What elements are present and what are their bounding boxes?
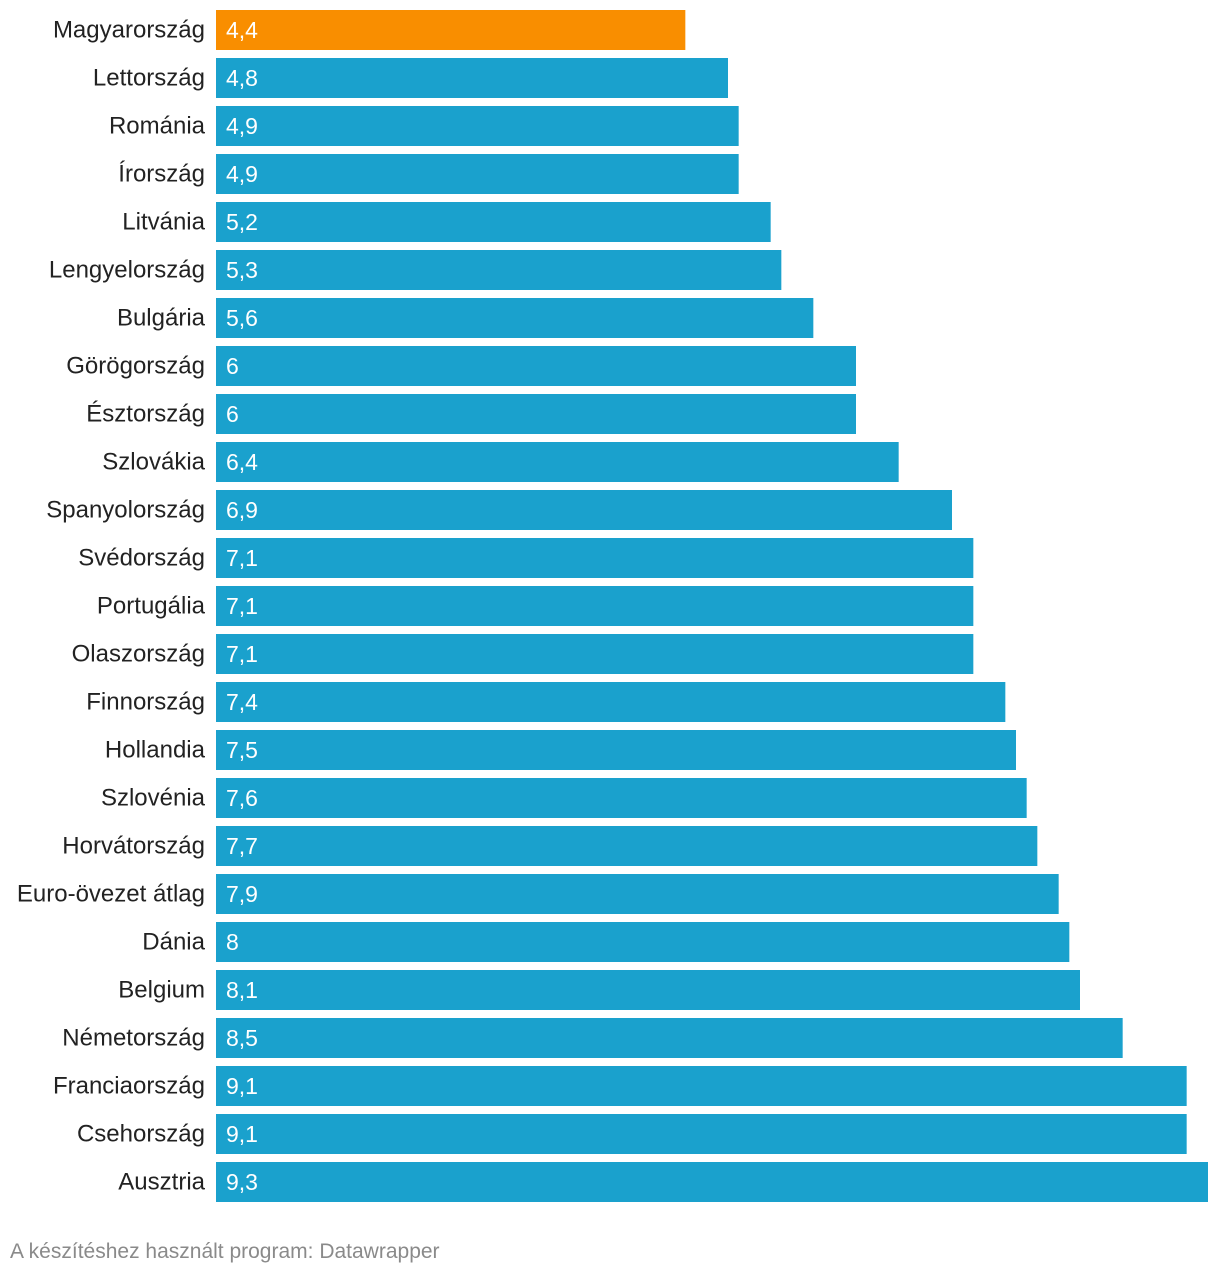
bar-gorogorszag (216, 346, 856, 386)
value-label-szlovenia: 7,6 (226, 785, 258, 811)
category-label-spanyolorszag: Spanyolország (46, 497, 205, 524)
category-label-szlovakia: Szlovákia (102, 449, 205, 476)
bar-chart: Magyarország 4,4 Lettország 4,8 Románia 4,9 Ír… (17, 10, 1208, 1202)
category-label-magyarorszag: Magyarország (53, 17, 205, 44)
value-label-romania: 4,9 (226, 113, 258, 139)
bar-spanyolorszag (216, 490, 952, 530)
category-label-litvania: Litvánia (122, 209, 205, 236)
category-label-belgium: Belgium (118, 977, 205, 1004)
value-label-horvatorszag: 7,7 (226, 833, 258, 859)
value-label-gorogorszag: 6 (226, 353, 239, 379)
value-label-dania: 8 (226, 929, 239, 955)
category-label-csehorszag: Csehország (77, 1121, 205, 1148)
category-label-irorszag: Írország (118, 161, 205, 188)
value-label-irorszag: 4,9 (226, 161, 258, 187)
value-label-ausztria: 9,3 (226, 1169, 258, 1195)
category-label-esztorszag: Észtország (86, 401, 205, 428)
value-label-svedorszag: 7,1 (226, 545, 258, 571)
bar-szlovakia (216, 442, 899, 482)
bar-litvania (216, 202, 771, 242)
bar-lettorszag (216, 58, 728, 98)
value-label-esztorszag: 6 (226, 401, 239, 427)
value-label-litvania: 5,2 (226, 209, 258, 235)
footer-credit: A készítéshez használt program: Datawrap… (10, 1240, 440, 1263)
category-label-lengyelorszag: Lengyelország (49, 257, 205, 284)
category-label-euro-ovezet-atlag: Euro-övezet átlag (17, 881, 205, 908)
category-label-nemetorszag: Németország (62, 1025, 205, 1052)
bar-bulgaria (216, 298, 814, 338)
value-label-franciaorszag: 9,1 (226, 1073, 258, 1099)
bar-euro-ovezet-atlag (216, 874, 1059, 914)
value-label-nemetorszag: 8,5 (226, 1025, 258, 1051)
bar-ausztria (216, 1162, 1208, 1202)
bar-magyarorszag (216, 10, 686, 50)
value-label-lettorszag: 4,8 (226, 65, 258, 91)
category-label-portugalia: Portugália (97, 593, 206, 620)
value-label-lengyelorszag: 5,3 (226, 257, 258, 283)
bar-svedorszag (216, 538, 974, 578)
category-label-bulgaria: Bulgária (117, 305, 206, 332)
category-label-dania: Dánia (142, 929, 205, 956)
category-label-franciaorszag: Franciaország (53, 1073, 205, 1100)
bar-irorszag (216, 154, 739, 194)
bar-romania (216, 106, 739, 146)
value-label-csehorszag: 9,1 (226, 1121, 258, 1147)
value-label-magyarorszag: 4,4 (226, 17, 258, 43)
category-label-szlovenia: Szlovénia (101, 785, 206, 812)
category-label-olaszorszag: Olaszország (72, 641, 205, 668)
category-label-svedorszag: Svédország (78, 545, 205, 572)
category-label-romania: Románia (109, 113, 206, 140)
bar-lengyelorszag (216, 250, 782, 290)
category-label-lettorszag: Lettország (93, 65, 205, 92)
value-label-portugalia: 7,1 (226, 593, 258, 619)
bar-horvatorszag (216, 826, 1038, 866)
value-label-euro-ovezet-atlag: 7,9 (226, 881, 258, 907)
bar-franciaorszag (216, 1066, 1187, 1106)
bar-finnorszag (216, 682, 1006, 722)
bar-portugalia (216, 586, 974, 626)
bar-szlovenia (216, 778, 1027, 818)
bar-nemetorszag (216, 1018, 1123, 1058)
category-label-hollandia: Hollandia (105, 737, 206, 764)
value-label-olaszorszag: 7,1 (226, 641, 258, 667)
bar-esztorszag (216, 394, 856, 434)
category-label-finnorszag: Finnország (86, 689, 205, 716)
category-label-horvatorszag: Horvátország (62, 833, 205, 860)
value-label-hollandia: 7,5 (226, 737, 258, 763)
value-label-spanyolorszag: 6,9 (226, 497, 258, 523)
value-label-belgium: 8,1 (226, 977, 258, 1003)
bar-hollandia (216, 730, 1016, 770)
value-label-finnorszag: 7,4 (226, 689, 258, 715)
category-label-ausztria: Ausztria (118, 1169, 205, 1196)
bar-belgium (216, 970, 1080, 1010)
category-label-gorogorszag: Görögország (66, 353, 205, 380)
value-label-szlovakia: 6,4 (226, 449, 258, 475)
bar-csehorszag (216, 1114, 1187, 1154)
bar-dania (216, 922, 1070, 962)
bar-olaszorszag (216, 634, 974, 674)
value-label-bulgaria: 5,6 (226, 305, 258, 331)
